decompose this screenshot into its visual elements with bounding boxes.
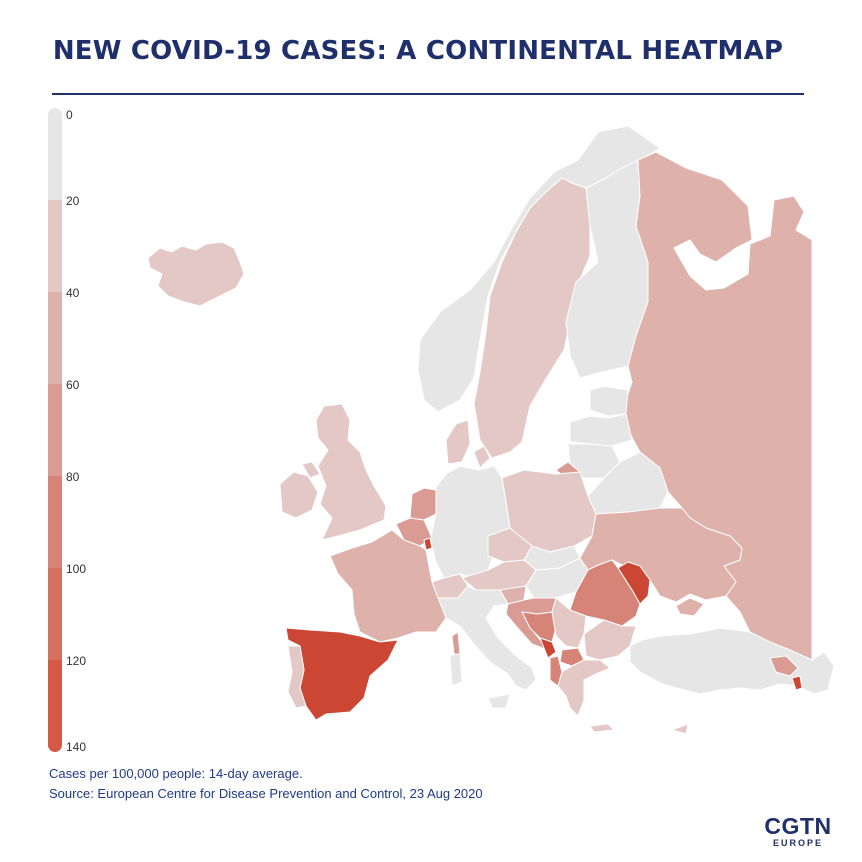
legend-tick: 0 [66,108,73,122]
country-iceland [147,241,245,307]
country-crete [589,723,615,733]
footnote-source: Source: European Centre for Disease Prev… [49,786,483,801]
country-montenegro [539,637,557,659]
legend-tick: 120 [66,654,87,668]
country-armenia [791,675,803,691]
legend-band-120-140 [48,660,62,752]
legend-tick: 80 [66,470,80,484]
logo-subtext: EUROPE [772,838,823,848]
country-portugal [287,645,307,709]
logo-wordmark: CGTN [764,813,832,839]
cgtn-logo: CGTN EUROPE [762,814,834,848]
country-crimea [675,597,705,617]
country-denmark [445,419,471,465]
country-france [329,529,447,643]
legend-band-100-120 [48,568,62,660]
country-italy [437,585,537,691]
country-germany [429,465,511,579]
legend-band-20-40 [48,200,62,292]
country-corsica [451,631,461,655]
color-scale-legend [48,108,62,752]
legend-band-0-20 [48,108,62,200]
country-netherlands [409,487,437,521]
legend-band-80-100 [48,476,62,568]
country-latvia [569,413,633,447]
legend-tick: 60 [66,378,80,392]
country-greece [557,659,611,717]
country-georgia [769,655,799,677]
country-estonia [589,385,629,417]
legend-tick: 40 [66,286,80,300]
legend-band-40-60 [48,292,62,384]
country-turkey [629,627,835,695]
legend-tick: 100 [66,562,87,576]
country-bosnia [521,611,557,643]
country-denmark-zealand [473,445,491,469]
country-uk [315,403,387,541]
country-bulgaria [583,619,637,661]
legend-tick: 140 [66,740,87,754]
legend-tick: 20 [66,194,80,208]
country-luxembourg [423,537,433,551]
legend-band-60-80 [48,384,62,476]
page-title: NEW COVID-19 CASES: A CONTINENTAL HEATMA… [52,36,784,66]
country-ireland [279,471,319,519]
country-sicily [487,693,511,709]
footnote-cases: Cases per 100,000 people: 14-day average… [49,766,303,781]
country-sardinia [449,651,463,687]
country-cyprus [671,723,689,735]
title-divider [52,93,804,95]
country-northern-ireland [301,461,321,479]
